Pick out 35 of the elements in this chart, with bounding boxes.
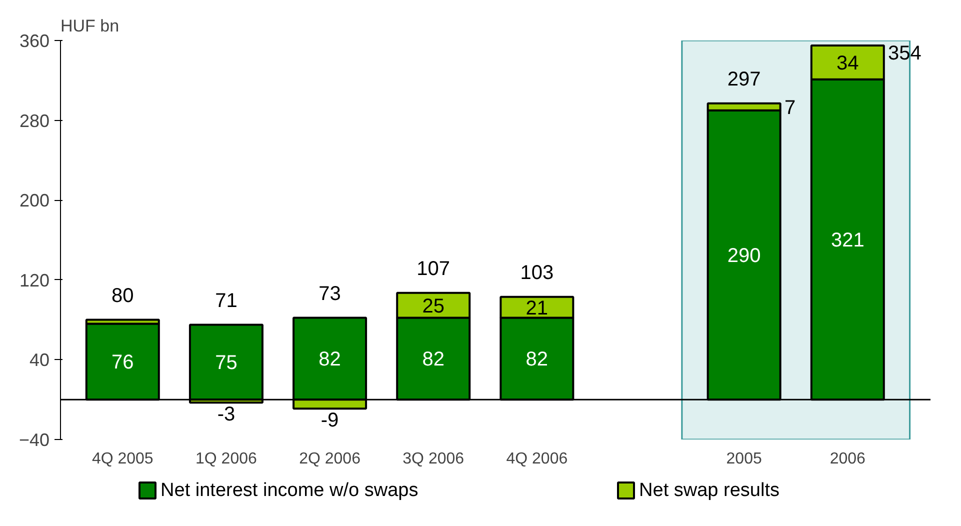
x-tick-label: 2005	[726, 450, 762, 468]
x-tick-label: 2006	[830, 450, 866, 468]
legend-label: Net interest income w/o swaps	[160, 480, 418, 501]
x-tick-label: 1Q 2006	[196, 450, 258, 468]
x-tick-label: 4Q 2005	[92, 450, 154, 468]
data-label: 25	[422, 295, 444, 318]
y-tick-label: −40	[18, 430, 50, 450]
data-label: 321	[830, 230, 864, 252]
data-label: 75	[215, 352, 238, 374]
x-tick-label: 2Q 2006	[299, 450, 361, 468]
total-label: 297	[727, 68, 761, 90]
data-label: 82	[318, 348, 341, 371]
data-label: 82	[526, 348, 548, 371]
data-label: 290	[727, 244, 761, 267]
data-label: 7	[784, 96, 796, 119]
total-label: 80	[112, 284, 134, 307]
total-label: 73	[318, 282, 341, 305]
total-label: 103	[520, 262, 554, 284]
total-label: 71	[215, 290, 238, 312]
x-tick-label: 4Q 2006	[506, 450, 568, 468]
y-tick-label: 200	[19, 190, 50, 211]
data-label: 76	[112, 352, 134, 374]
data-label: -3	[217, 404, 236, 426]
y-tick-label: 120	[19, 270, 50, 290]
x-tick-label: 3Q 2006	[402, 450, 464, 468]
total-label: 107	[416, 258, 450, 280]
y-axis-title: HUF bn	[60, 16, 120, 36]
data-label: 82	[422, 348, 444, 371]
data-label: 34	[836, 52, 859, 74]
y-tick-label: 40	[29, 350, 50, 370]
data-label: 21	[526, 297, 548, 320]
y-tick-label: 360	[19, 31, 50, 51]
y-tick-label: 280	[19, 110, 50, 131]
data-label: -9	[320, 410, 339, 432]
legend-label: Net swap results	[639, 480, 780, 501]
